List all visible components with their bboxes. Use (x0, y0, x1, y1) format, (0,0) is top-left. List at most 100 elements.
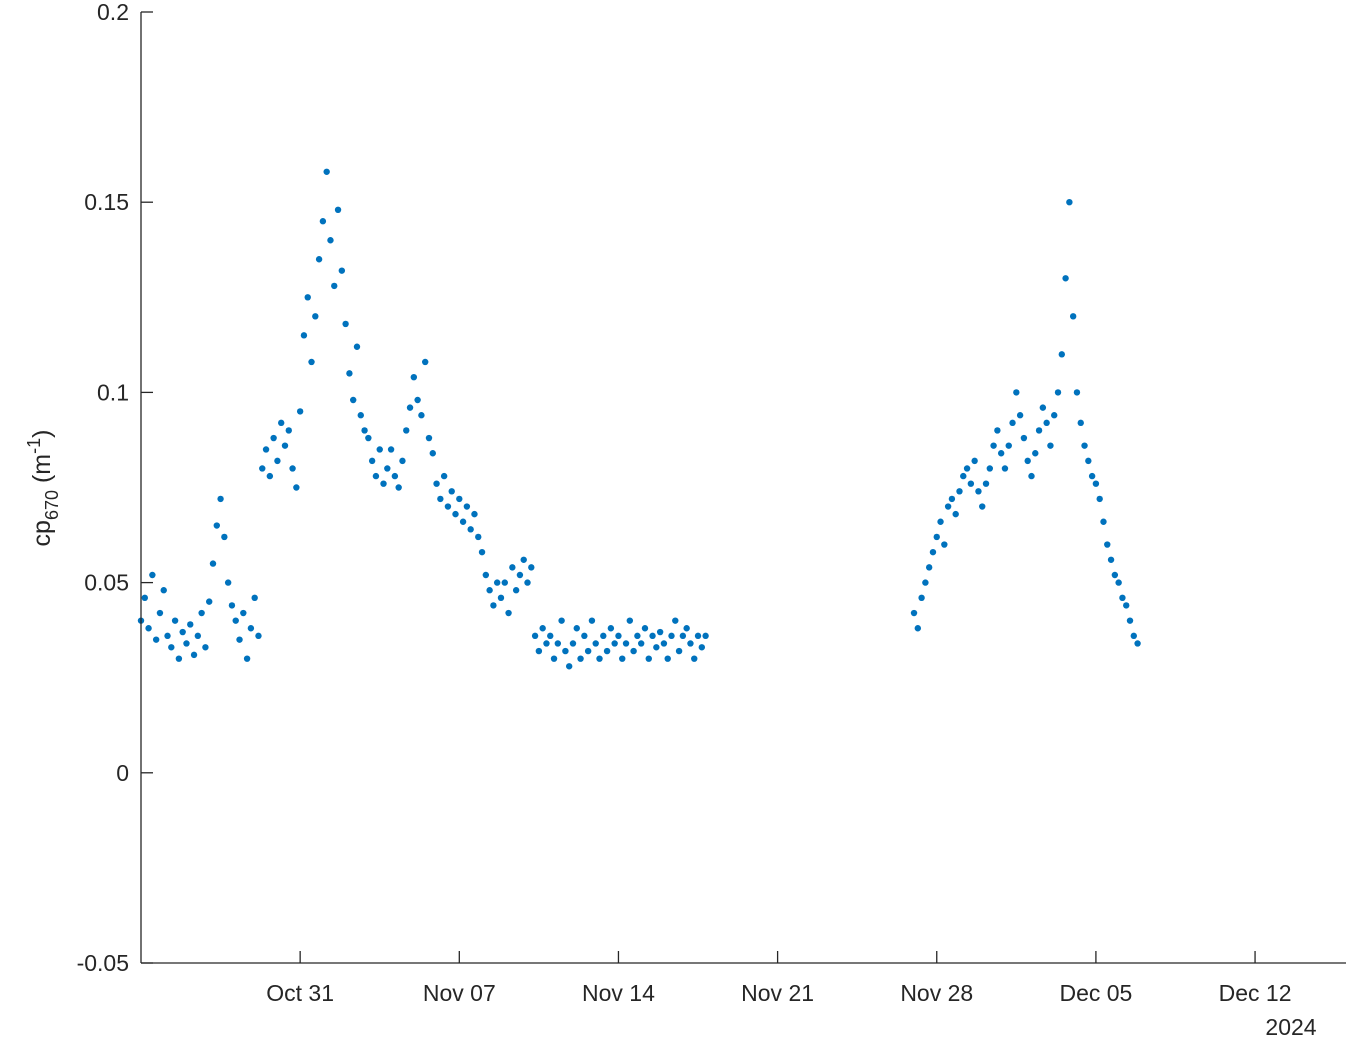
data-point (577, 655, 584, 662)
data-point (406, 404, 414, 411)
y-axis-label: cp670 (m-1) (24, 430, 62, 547)
data-point (630, 647, 637, 655)
x-tick-label: Dec 12 (1219, 980, 1292, 1006)
data-point (444, 503, 452, 510)
data-point (213, 522, 220, 529)
data-point (528, 564, 535, 571)
data-point (971, 457, 978, 465)
data-point (175, 655, 183, 662)
data-point (622, 640, 630, 647)
data-point (440, 472, 448, 480)
data-point (403, 427, 410, 434)
data-point (346, 370, 353, 377)
data-point (497, 594, 505, 602)
data-point (452, 510, 459, 518)
data-point (1134, 640, 1141, 647)
x-tick-label: Nov 28 (900, 980, 973, 1006)
data-point (975, 488, 982, 495)
data-point (1028, 472, 1035, 480)
data-point (1047, 442, 1054, 449)
data-point (202, 644, 209, 651)
data-point (956, 488, 963, 495)
data-point (664, 655, 671, 662)
data-point (266, 472, 274, 480)
y-tick-label: -0.05 (77, 950, 129, 976)
data-point (171, 617, 179, 624)
data-point (1088, 472, 1096, 480)
data-point (308, 358, 315, 366)
data-point (243, 655, 251, 662)
data-point (990, 442, 997, 449)
data-point (626, 617, 634, 624)
x-tick-label: Dec 05 (1059, 980, 1132, 1006)
data-point (573, 625, 580, 632)
data-point (501, 579, 508, 586)
data-point (334, 206, 342, 214)
data-point (509, 564, 516, 571)
data-point (463, 503, 471, 510)
data-point (645, 655, 652, 662)
data-point (456, 495, 463, 503)
data-point (607, 625, 615, 632)
data-point (1024, 457, 1031, 465)
data-point (982, 480, 990, 487)
data-point (285, 427, 292, 434)
data-point (1107, 556, 1115, 563)
data-point (232, 617, 239, 624)
x-axis-secondary-label: 2024 (1265, 1014, 1316, 1040)
data-point (141, 594, 148, 602)
y-axis-label-unit-close: ) (28, 430, 56, 438)
data-point (960, 472, 967, 480)
data-point (259, 465, 266, 472)
data-point (1043, 419, 1050, 427)
data-point (410, 373, 418, 381)
data-point (941, 541, 948, 548)
data-point (338, 267, 346, 274)
data-point (296, 408, 304, 415)
data-point (206, 598, 213, 605)
y-axis-ticks: 0.2 0.15 0.1 0.05 0 -0.05 (77, 0, 153, 976)
data-point (679, 632, 687, 640)
data-point (672, 617, 679, 624)
data-point (1126, 617, 1134, 624)
data-point (512, 587, 520, 594)
data-point (240, 609, 247, 617)
data-point (698, 644, 706, 651)
data-point (581, 632, 588, 640)
data-point (531, 632, 539, 640)
x-tick-label: Oct 31 (266, 980, 334, 1006)
data-point (490, 602, 497, 609)
data-point (281, 442, 289, 449)
data-point (342, 320, 349, 328)
data-point (312, 313, 319, 320)
data-point (380, 480, 387, 487)
data-point (1081, 442, 1088, 449)
data-point (668, 632, 675, 640)
data-point (1085, 457, 1092, 465)
data-point (395, 484, 402, 491)
data-point (425, 434, 433, 442)
data-point (478, 548, 486, 556)
data-point (952, 510, 959, 518)
data-point (304, 294, 311, 301)
data-point (179, 628, 186, 636)
data-point (547, 632, 554, 640)
data-point (554, 640, 562, 647)
data-point (562, 647, 569, 655)
data-point (516, 571, 524, 579)
data-point (357, 412, 364, 419)
data-point (918, 594, 925, 602)
data-point (656, 628, 664, 636)
data-point (925, 564, 933, 571)
data-point (149, 571, 156, 579)
data-point (448, 488, 455, 495)
data-point (615, 632, 622, 640)
data-point (160, 587, 167, 594)
data-point (183, 640, 190, 647)
data-point (702, 632, 709, 640)
data-point (1123, 602, 1130, 609)
data-point (368, 457, 376, 465)
data-point (274, 457, 281, 465)
data-point (535, 647, 543, 655)
